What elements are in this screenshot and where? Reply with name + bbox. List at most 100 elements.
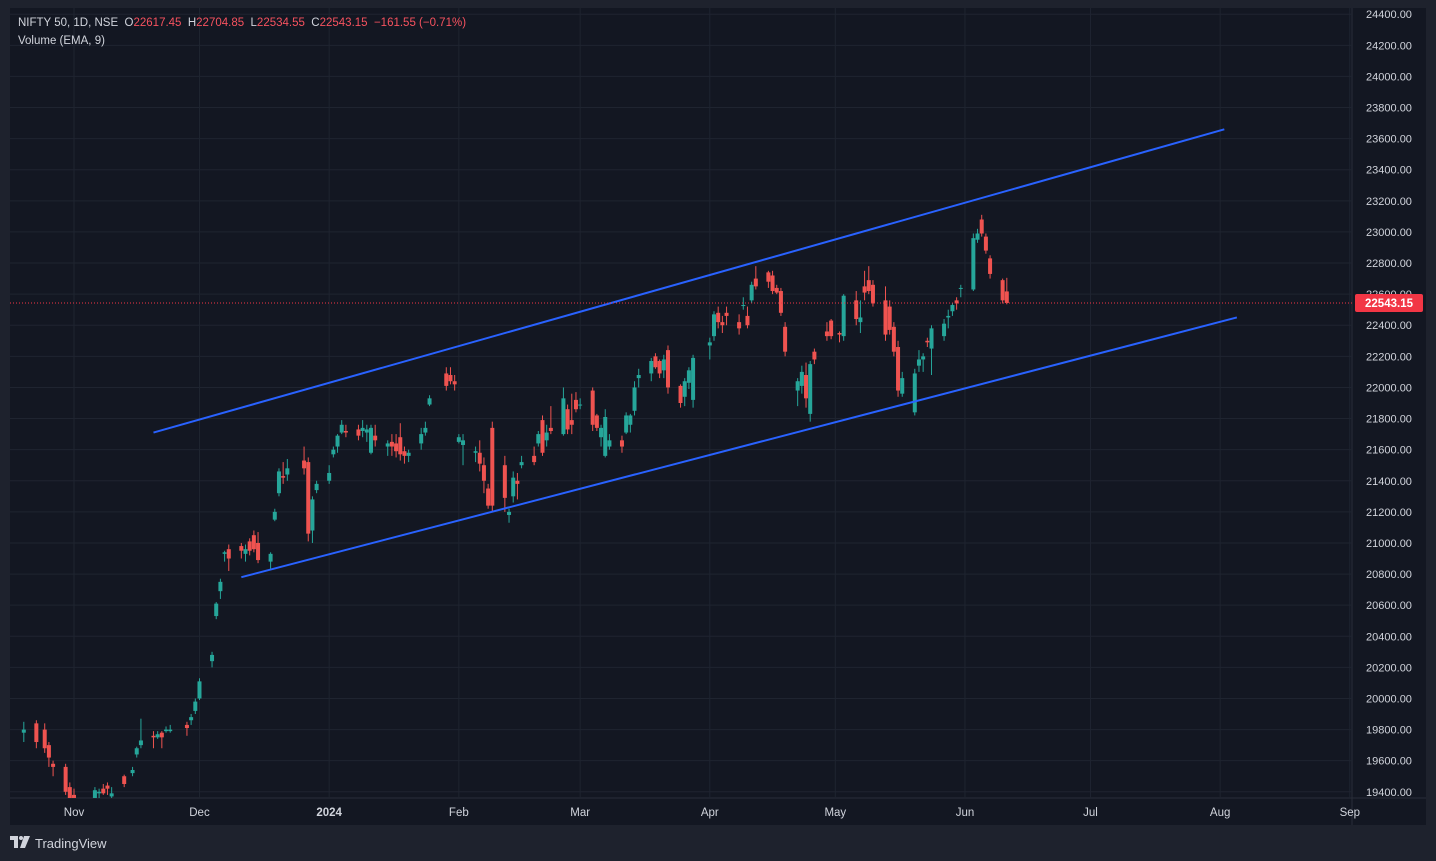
x-tick-label: Nov xyxy=(64,807,85,819)
y-tick-label: 19400.00 xyxy=(1366,787,1412,799)
candle-up xyxy=(707,342,712,346)
close-value: 22543.15 xyxy=(319,17,368,29)
volume-indicator-label[interactable]: Volume (EMA, 9) xyxy=(18,35,105,47)
candle-down xyxy=(678,385,683,403)
y-tick-label: 21200.00 xyxy=(1366,507,1412,519)
candle-up xyxy=(711,314,716,337)
y-tick-label: 21400.00 xyxy=(1366,476,1412,488)
candle-down xyxy=(590,390,595,425)
open-label: O xyxy=(124,17,134,29)
candle-up xyxy=(661,359,666,371)
candle-down xyxy=(770,275,775,292)
candle-down xyxy=(594,415,599,428)
candle-up xyxy=(155,734,160,738)
x-axis-ticks: Nov Dec 2024 Feb Mar Apr May Jun Jul Aug Sep xyxy=(64,807,1360,819)
candle-down xyxy=(778,291,783,313)
candle-up xyxy=(168,729,173,732)
y-tick-label: 23600.00 xyxy=(1366,134,1412,146)
candle-up xyxy=(741,305,746,307)
candle-down xyxy=(486,488,491,506)
candle-down xyxy=(481,465,486,481)
channel-trendlines[interactable] xyxy=(153,128,1238,579)
y-tick-label: 22000.00 xyxy=(1366,382,1412,394)
candle-up xyxy=(97,791,102,794)
candle-down xyxy=(983,236,988,251)
candle-down xyxy=(122,776,127,785)
candle-down xyxy=(988,258,993,274)
candle-down xyxy=(101,788,106,794)
channel-line xyxy=(241,316,1238,579)
candle-up xyxy=(130,770,135,774)
candle-down xyxy=(925,340,930,343)
candle-down xyxy=(51,763,56,767)
candle-up xyxy=(314,483,319,491)
time-scale[interactable] xyxy=(10,798,1426,825)
candle-up xyxy=(682,381,687,397)
candle-down xyxy=(573,399,578,410)
candle-up xyxy=(310,499,315,531)
candle-down xyxy=(343,430,348,433)
symbol-label[interactable]: NIFTY 50, 1D, NSE xyxy=(18,17,119,29)
candle-down xyxy=(448,375,453,382)
candle-up xyxy=(975,233,980,240)
candle-down xyxy=(159,732,164,738)
candle-up xyxy=(189,717,194,721)
gridlines xyxy=(10,8,1352,798)
y-tick-label: 19800.00 xyxy=(1366,725,1412,737)
candle-down xyxy=(306,462,311,534)
candle-down xyxy=(72,794,76,798)
x-tick-label: Aug xyxy=(1210,807,1230,819)
candle-down xyxy=(891,326,896,352)
candle-down xyxy=(67,787,72,798)
candle-up xyxy=(473,451,478,453)
legend-main[interactable]: NIFTY 50, 1D, NSE O22617.45 H22704.85 L2… xyxy=(18,17,466,29)
y-tick-label: 21000.00 xyxy=(1366,538,1412,550)
tradingview-logo[interactable]: TradingView xyxy=(10,834,107,852)
legend-indicator[interactable]: Volume (EMA, 9) xyxy=(18,35,105,47)
high-label: H xyxy=(187,17,197,29)
candle-up xyxy=(544,432,549,441)
candle-up xyxy=(406,452,411,456)
candle-down xyxy=(540,420,545,453)
candle-down xyxy=(665,350,670,388)
candle-down xyxy=(979,219,984,234)
candle-down xyxy=(226,549,231,559)
high-value: 22704.85 xyxy=(196,17,245,29)
y-tick-label: 22400.00 xyxy=(1366,320,1412,332)
candle-down xyxy=(745,315,750,326)
candle-down xyxy=(724,312,729,316)
candle-up xyxy=(808,364,813,414)
tv-mark-icon xyxy=(10,835,30,848)
y-tick-label: 23400.00 xyxy=(1366,165,1412,177)
candle-up xyxy=(210,654,215,662)
y-tick-label: 23000.00 xyxy=(1366,227,1412,239)
candle-up xyxy=(134,748,139,755)
candle-up xyxy=(841,295,846,337)
price-scale[interactable] xyxy=(1352,8,1426,798)
candle-down xyxy=(281,476,286,478)
candle-down xyxy=(854,300,859,320)
y-tick-label: 23200.00 xyxy=(1366,196,1412,208)
candle-down xyxy=(389,441,394,447)
candle-up xyxy=(511,477,516,497)
candle-down xyxy=(151,735,156,738)
candle-down xyxy=(548,427,553,431)
candle-down xyxy=(239,546,244,551)
candle-up xyxy=(456,437,461,442)
candle-up xyxy=(222,552,227,554)
tradingview-logo-icon xyxy=(10,835,30,851)
candle-down xyxy=(42,729,47,749)
candle-up xyxy=(339,424,344,433)
candle-up xyxy=(578,404,583,406)
candle-down xyxy=(452,381,457,385)
candle-up xyxy=(858,317,863,323)
y-tick-label: 23800.00 xyxy=(1366,103,1412,115)
candle-down xyxy=(46,745,51,758)
candle-down xyxy=(737,322,742,329)
candle-down xyxy=(565,409,570,430)
candle-up xyxy=(419,434,424,444)
x-tick-label: Mar xyxy=(570,807,590,819)
x-tick-label: Jul xyxy=(1083,807,1098,819)
